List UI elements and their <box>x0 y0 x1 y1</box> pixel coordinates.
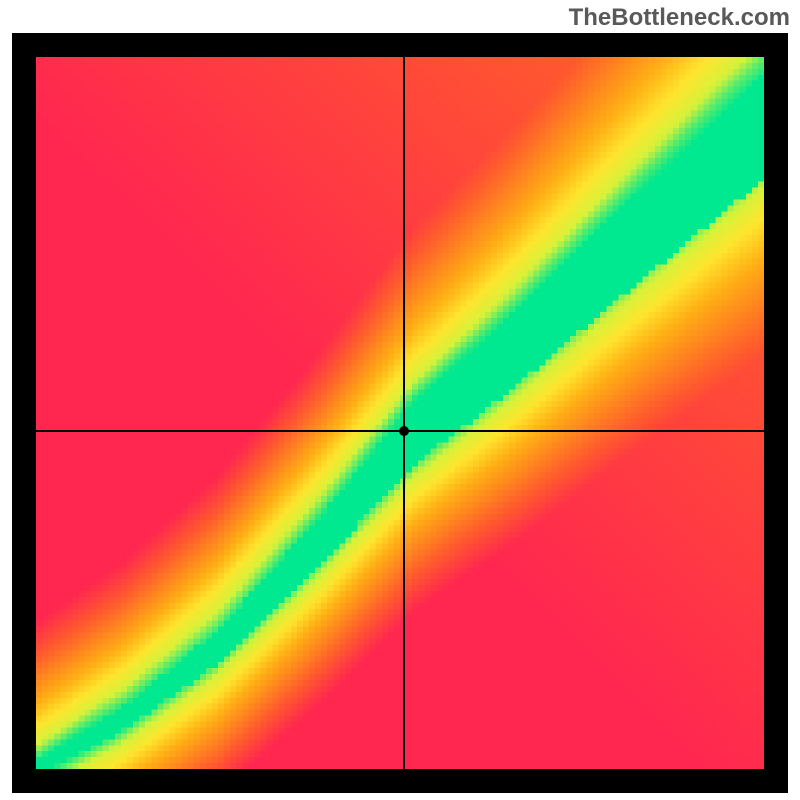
bottleneck-heatmap <box>36 57 764 769</box>
watermark-text: TheBottleneck.com <box>569 4 790 32</box>
chart-container: TheBottleneck.com <box>0 0 800 800</box>
crosshair-dot <box>399 426 409 436</box>
crosshair-vertical <box>403 57 405 769</box>
